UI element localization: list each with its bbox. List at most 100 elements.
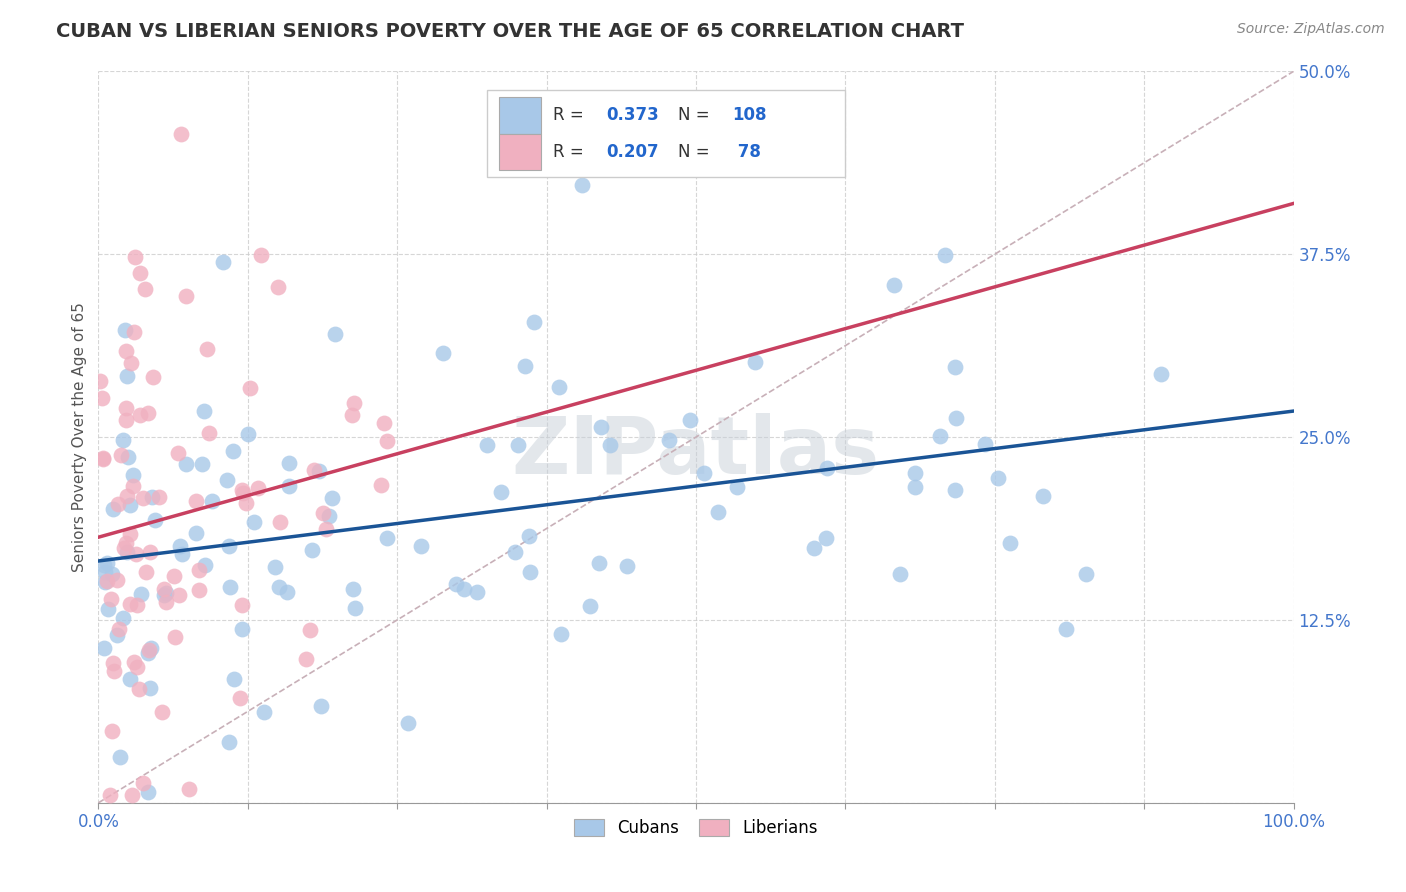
FancyBboxPatch shape — [486, 90, 845, 178]
Point — [122, 478, 145, 492]
Point — [229, 690, 252, 705]
Point — [224, 673, 246, 687]
Point — [249, 248, 271, 262]
Point — [725, 480, 748, 494]
Point — [396, 716, 419, 731]
Point — [187, 583, 209, 598]
Point — [131, 776, 153, 790]
Point — [432, 346, 454, 360]
Point — [295, 651, 318, 665]
Point — [138, 642, 160, 657]
Point — [1054, 622, 1077, 636]
Point — [100, 567, 122, 582]
Point — [278, 456, 301, 470]
Point — [94, 575, 117, 590]
Point — [114, 323, 136, 337]
Point — [114, 541, 136, 555]
Point — [115, 412, 138, 426]
Point — [96, 556, 118, 570]
Point — [120, 498, 142, 512]
Text: R =: R = — [553, 106, 589, 124]
Point — [817, 461, 839, 475]
Point — [232, 486, 254, 500]
Point — [194, 558, 217, 572]
Point — [170, 547, 193, 561]
Point — [803, 541, 825, 555]
Point — [111, 611, 134, 625]
Point — [519, 565, 541, 579]
Point — [127, 598, 149, 612]
Point — [658, 433, 681, 447]
Point — [93, 640, 115, 655]
Point — [929, 429, 952, 443]
Point — [373, 416, 395, 430]
Point — [153, 582, 176, 596]
Point — [889, 566, 911, 581]
Point — [135, 565, 157, 579]
Point — [945, 411, 967, 425]
Point — [169, 539, 191, 553]
Point — [98, 789, 121, 803]
Point — [136, 647, 159, 661]
Point — [904, 480, 927, 494]
Point — [815, 531, 838, 545]
Point — [934, 248, 956, 262]
Point — [114, 536, 136, 550]
Point — [508, 437, 530, 451]
Point — [679, 413, 702, 427]
Text: R =: R = — [553, 143, 589, 161]
Point — [693, 466, 716, 480]
Point — [128, 408, 150, 422]
Point — [1032, 489, 1054, 503]
Point — [217, 473, 239, 487]
Point — [243, 515, 266, 529]
Point — [134, 282, 156, 296]
Text: 0.373: 0.373 — [606, 106, 659, 124]
Point — [221, 444, 243, 458]
Point — [253, 705, 276, 719]
Point — [153, 588, 176, 602]
Point — [318, 508, 340, 523]
Point — [115, 369, 138, 384]
Point — [91, 391, 114, 405]
Point — [120, 597, 142, 611]
Text: Source: ZipAtlas.com: Source: ZipAtlas.com — [1237, 22, 1385, 37]
Point — [100, 592, 122, 607]
Point — [744, 354, 766, 368]
Point — [276, 584, 298, 599]
Point — [266, 279, 288, 293]
Point — [370, 478, 392, 492]
Point — [342, 582, 364, 596]
Point — [143, 514, 166, 528]
Point — [321, 491, 343, 506]
Point — [115, 401, 138, 415]
Point — [141, 491, 163, 505]
Point — [186, 526, 208, 541]
Point — [125, 660, 148, 674]
Text: N =: N = — [678, 106, 714, 124]
Point — [117, 545, 139, 559]
Point — [107, 497, 129, 511]
FancyBboxPatch shape — [499, 97, 541, 134]
Point — [155, 586, 177, 600]
Point — [517, 529, 540, 543]
Point — [170, 127, 193, 141]
Point — [550, 627, 572, 641]
Point — [299, 624, 322, 638]
Point — [1074, 567, 1097, 582]
Point — [904, 467, 927, 481]
Point — [340, 408, 363, 422]
Point — [308, 464, 330, 478]
Point — [943, 483, 966, 497]
Point — [117, 450, 139, 464]
Point — [165, 630, 187, 644]
Text: CUBAN VS LIBERIAN SENIORS POVERTY OVER THE AGE OF 65 CORRELATION CHART: CUBAN VS LIBERIAN SENIORS POVERTY OVER T… — [56, 22, 965, 41]
Point — [489, 485, 512, 500]
Point — [239, 381, 262, 395]
Point — [236, 426, 259, 441]
Point — [503, 545, 526, 559]
Point — [191, 457, 214, 471]
Point — [411, 539, 433, 553]
Point — [201, 494, 224, 508]
Point — [616, 558, 638, 573]
